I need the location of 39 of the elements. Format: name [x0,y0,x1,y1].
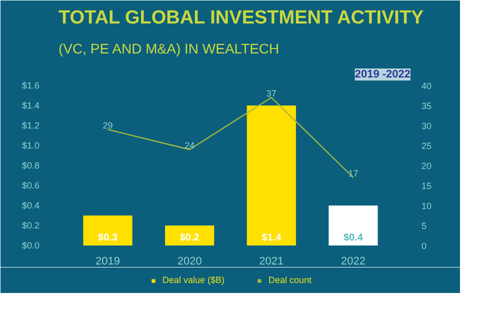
y-tick-label: $1.4 [22,100,40,110]
data-label: 24 [184,140,195,150]
bar [165,226,214,246]
chart-subtitle: (VC, PE AND M&A) IN WEALTECH [58,40,280,56]
x-tick-label: 2022 [340,256,366,268]
data-label: $1.4 [262,232,282,244]
y-tick-label: $0.4 [22,200,40,210]
bar [83,216,132,246]
data-label: 17 [348,168,358,178]
y2-tick-label: 5 [422,221,427,231]
legend-label: Deal value ($B) [162,275,224,285]
y-tick-label: $1.6 [22,80,40,90]
y-tick-label: $0.6 [22,180,40,190]
data-label: $0.4 [343,232,364,244]
y-tick-label: $0.2 [22,220,40,230]
bar [328,206,378,246]
data-label: $0.3 [98,232,118,244]
bar [246,106,296,246]
y2-tick-label: 25 [422,141,432,151]
data-label: 29 [102,120,113,130]
text: 2019 -2022 [354,68,411,80]
y-tick-label: $0.0 [22,240,40,250]
chart-title: TOTAL GLOBAL INVESTMENT ACTIVITY [58,8,424,28]
y-tick-label: $0.8 [22,160,40,170]
data-label: $0.2 [180,232,200,244]
y2-tick-label: 15 [422,181,432,191]
y-tick-label: $1.2 [22,120,40,130]
y2-tick-label: 30 [422,121,432,131]
data-label: 37 [266,88,276,98]
y2-tick-label: 10 [422,201,432,211]
x-tick-label: 2020 [177,256,202,268]
y2-tick-label: 35 [422,101,432,111]
y2-tick-label: 20 [422,161,432,171]
x-tick-label: 2021 [259,256,284,268]
x-tick-label: 2019 [96,256,120,268]
y2-tick-label: 0 [422,241,427,251]
y-tick-label: $1.0 [22,140,40,150]
y2-tick-label: 40 [422,81,432,91]
legend-label: Deal count [268,275,312,285]
